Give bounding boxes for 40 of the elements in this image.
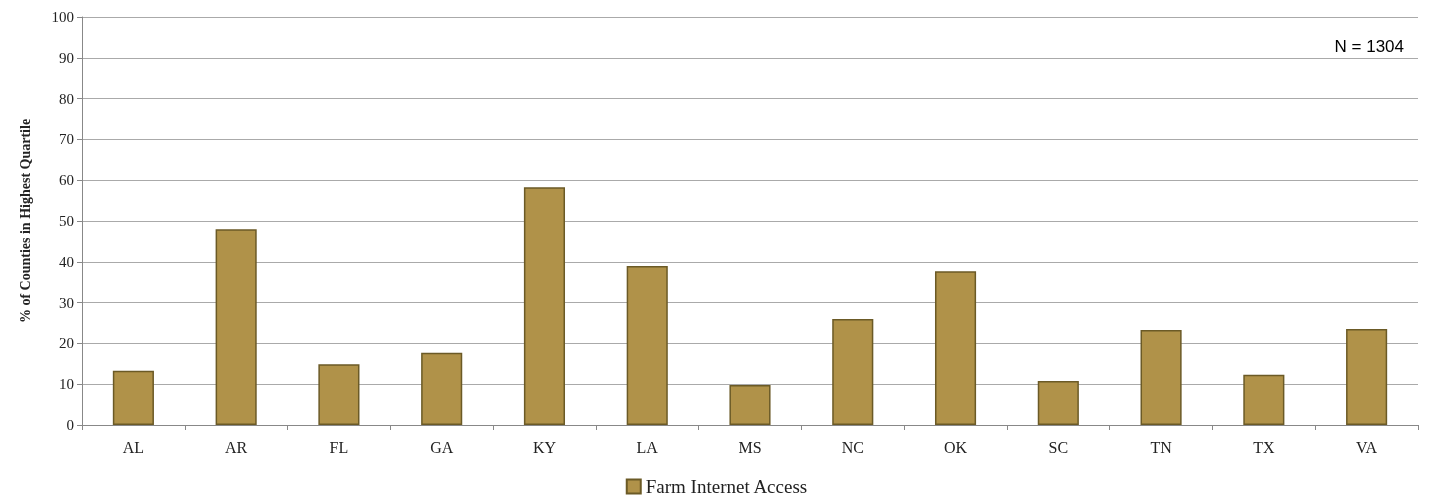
bar xyxy=(1037,380,1079,425)
x-tick-label: VA xyxy=(1356,438,1378,456)
y-tick-label: 60 xyxy=(59,172,74,189)
bar xyxy=(112,370,154,425)
x-tick-label: LA xyxy=(636,438,659,456)
x-tick-label: AL xyxy=(122,438,145,456)
y-tick-label: 30 xyxy=(59,294,74,311)
x-tick-label: OK xyxy=(943,438,968,456)
bar xyxy=(729,385,771,425)
bar xyxy=(934,271,977,425)
y-tick-label: 70 xyxy=(59,131,74,148)
y-tick-label: 20 xyxy=(59,335,74,352)
x-tick-label: TN xyxy=(1150,438,1173,456)
x-tick-label: FL xyxy=(329,438,349,456)
x-tick-label: SC xyxy=(1048,438,1069,456)
bar xyxy=(421,352,463,425)
bar xyxy=(626,265,668,425)
annotation: N = 1304 xyxy=(1334,37,1405,56)
y-tick-label: 80 xyxy=(59,90,74,107)
x-tick-label: TX xyxy=(1253,438,1275,456)
bar xyxy=(318,364,360,425)
x-tick-label: GA xyxy=(430,438,454,456)
y-tick-label: 10 xyxy=(59,376,74,393)
bar xyxy=(523,187,566,425)
x-tick-label: MS xyxy=(738,438,762,456)
bar xyxy=(1346,329,1388,425)
bar xyxy=(215,229,257,425)
y-axis-title: % of Counties in Highest Quartile xyxy=(17,118,33,324)
y-tick-label: 100 xyxy=(51,9,74,25)
x-tick-label: KY xyxy=(532,438,557,456)
bar xyxy=(832,318,874,425)
y-tick-label: 40 xyxy=(59,253,74,270)
y-tick-label: 0 xyxy=(66,417,74,433)
x-tick-label: NC xyxy=(841,438,864,456)
bar xyxy=(1243,374,1285,425)
bar xyxy=(1140,329,1182,425)
x-tick-label: AR xyxy=(225,438,248,456)
y-tick-label: 90 xyxy=(59,49,74,66)
legend-label: Farm Internet Access xyxy=(645,476,808,497)
y-tick-label: 50 xyxy=(59,213,74,229)
